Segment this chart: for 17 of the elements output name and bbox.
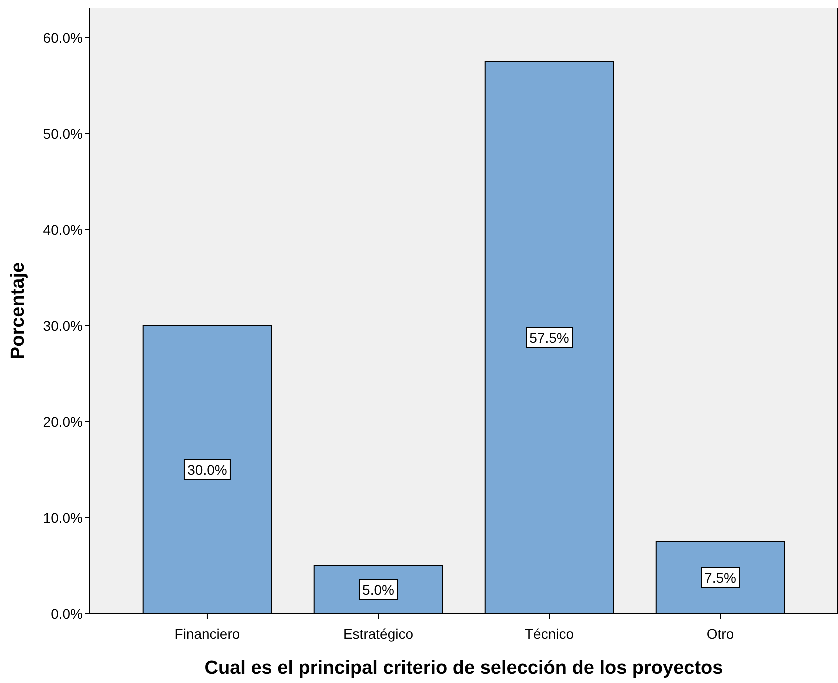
x-tick-label: Otro — [706, 626, 734, 642]
x-tick-label: Técnico — [524, 626, 574, 642]
y-tick-label: 50.0% — [43, 126, 83, 142]
y-tick-label: 30.0% — [43, 318, 83, 334]
data-label: 30.0% — [188, 462, 228, 478]
y-tick-label: 10.0% — [43, 510, 83, 526]
x-tick-label: Financiero — [174, 626, 240, 642]
y-axis-title: Porcentaje — [8, 262, 29, 360]
x-axis-title: Cual es el principal criterio de selección de los proyectos — [204, 658, 724, 679]
data-label: 5.0% — [362, 582, 394, 598]
y-tick-label: 20.0% — [43, 414, 83, 430]
y-tick-label: 60.0% — [43, 30, 83, 46]
data-label: 57.5% — [530, 330, 570, 346]
y-tick-label: 40.0% — [43, 222, 83, 238]
data-label: 7.5% — [704, 570, 736, 586]
x-tick-label: Estratégico — [343, 626, 414, 642]
y-tick-label: 0.0% — [51, 606, 83, 622]
